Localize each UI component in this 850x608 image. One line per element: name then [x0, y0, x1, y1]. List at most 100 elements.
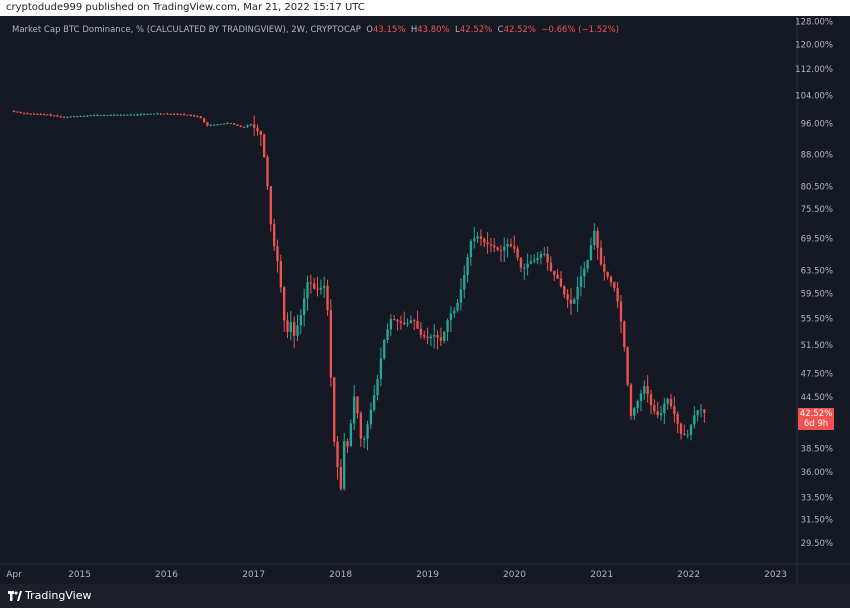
- candle-body: [106, 115, 109, 117]
- candle-body: [386, 329, 389, 340]
- y-tick-label: 44.50%: [801, 393, 833, 403]
- candle-body: [439, 337, 443, 341]
- candle-body: [116, 114, 119, 116]
- candle-body: [356, 396, 359, 414]
- y-tick-label: 75.50%: [801, 205, 833, 215]
- candle-body: [639, 393, 643, 401]
- candle-body: [296, 325, 299, 336]
- candle-body: [636, 400, 639, 409]
- candle-body: [149, 113, 152, 115]
- candle-body: [259, 131, 262, 135]
- candle-body: [316, 288, 319, 290]
- legend-high: 43.80%: [417, 25, 450, 35]
- candle-body: [389, 319, 393, 330]
- chart-background: [0, 16, 850, 584]
- candle-body: [463, 275, 466, 290]
- candle-body: [343, 441, 346, 489]
- candle-body: [22, 112, 26, 114]
- candle-body: [583, 268, 586, 277]
- candle-body: [679, 423, 683, 434]
- candle-body: [26, 113, 29, 115]
- candle-body: [206, 122, 209, 126]
- candle-body: [266, 156, 269, 187]
- candle-body: [159, 113, 162, 115]
- y-tick-label: 88.00%: [801, 151, 833, 161]
- candle-body: [36, 113, 39, 115]
- candles-group: [12, 110, 706, 491]
- x-tick-label: 2023: [764, 570, 787, 580]
- candle-body: [279, 261, 282, 288]
- candle-body: [393, 319, 396, 321]
- candle-body: [192, 115, 196, 117]
- candle-body: [326, 285, 329, 311]
- legend-open-label: O: [366, 25, 373, 35]
- candle-body: [363, 438, 366, 440]
- candle-body: [396, 319, 399, 322]
- candle-body: [156, 113, 159, 115]
- candle-body: [536, 257, 539, 261]
- candle-body: [313, 283, 316, 289]
- candle-body: [403, 322, 406, 325]
- candle-body: [249, 124, 252, 126]
- candle-body: [569, 299, 573, 304]
- candle-body: [359, 413, 363, 439]
- candle-body: [666, 398, 669, 404]
- candle-body: [169, 113, 172, 115]
- candle-body: [39, 114, 42, 116]
- y-tick-label: 120.00%: [795, 40, 833, 50]
- candle-body: [239, 125, 242, 127]
- candle-body: [566, 294, 569, 300]
- candle-body: [303, 298, 306, 316]
- candle-body: [443, 331, 446, 341]
- candle-body: [559, 278, 563, 287]
- candle-body: [336, 441, 339, 468]
- candle-body: [523, 267, 526, 269]
- candle-body: [269, 186, 272, 225]
- candle-body: [693, 415, 696, 425]
- y-tick-label: 38.50%: [801, 444, 833, 454]
- candle-body: [466, 257, 469, 276]
- y-tick-label: 80.50%: [801, 182, 833, 192]
- candle-body: [146, 113, 149, 115]
- candle-body: [52, 115, 56, 117]
- candle-body: [473, 238, 476, 241]
- candle-body: [489, 244, 493, 246]
- candle-body: [276, 246, 279, 262]
- candle-body: [272, 224, 276, 247]
- time-axis[interactable]: Apr 2015 2016 2017 2018 2019 2020 2021 2022 2023: [6, 570, 787, 580]
- candle-body: [289, 322, 293, 332]
- candle-body: [553, 270, 556, 275]
- candle-body: [119, 114, 122, 116]
- candle-body: [56, 115, 59, 117]
- x-tick-label: 2016: [155, 570, 178, 580]
- candle-body: [256, 127, 259, 132]
- bar-countdown: 6d 9h: [804, 419, 828, 429]
- candle-body: [186, 114, 189, 116]
- candle-body: [683, 433, 686, 435]
- last-price-value: 42.52%: [800, 409, 832, 419]
- x-tick-label: 2021: [590, 570, 613, 580]
- candle-body: [496, 247, 499, 250]
- legend-high-label: H: [410, 25, 418, 35]
- candle-body: [59, 116, 62, 118]
- candle-body: [493, 245, 496, 248]
- candle-body: [696, 410, 699, 416]
- candle-body: [236, 124, 239, 126]
- y-tick-label: 112.00%: [795, 65, 833, 75]
- y-tick-label: 63.50%: [801, 267, 833, 277]
- candle-body: [29, 113, 32, 115]
- candle-body: [176, 113, 179, 115]
- candle-body: [599, 247, 603, 265]
- candle-body: [609, 276, 613, 283]
- candle-body: [109, 114, 112, 116]
- candle-body: [376, 378, 379, 396]
- candle-body: [589, 245, 593, 261]
- candle-body: [309, 282, 313, 284]
- legend-open: 43.15%: [372, 25, 406, 35]
- chart-area[interactable]: 128.00% 120.00% 112.00% 104.00% 96.00% 88.00%…: [0, 16, 850, 584]
- candlestick-chart[interactable]: 128.00% 120.00% 112.00% 104.00% 96.00% 88.00%…: [0, 16, 850, 584]
- candle-body: [216, 124, 219, 126]
- candle-body: [453, 310, 456, 314]
- candle-body: [526, 263, 529, 268]
- candle-body: [333, 377, 336, 442]
